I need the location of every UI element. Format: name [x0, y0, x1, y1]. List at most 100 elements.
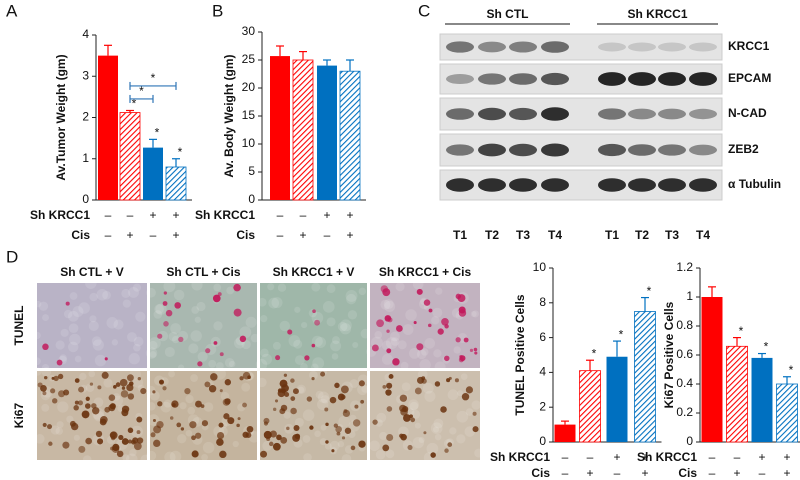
error-bar: [126, 109, 134, 113]
blot-row-label: EPCAM: [728, 71, 771, 85]
lane-label: T2: [635, 228, 649, 242]
error-bar: [733, 337, 741, 347]
blot-band: [446, 108, 474, 120]
y-tick-label: 15: [242, 108, 256, 122]
condition-value: +: [172, 228, 179, 242]
bar: [339, 70, 361, 201]
condition-name: Sh KRCC1: [490, 450, 550, 464]
blot-band: [509, 178, 537, 192]
error-bar: [323, 59, 331, 66]
blot-band: [689, 178, 717, 192]
condition-value: –: [759, 466, 766, 480]
blot-band: [509, 41, 537, 53]
panel-letter: C: [418, 1, 430, 20]
blot-band: [658, 42, 686, 52]
condition-name: Cis: [678, 466, 697, 480]
blot-band: [598, 178, 626, 192]
significance-star: *: [132, 97, 137, 111]
bracket-star: *: [151, 71, 156, 85]
panel-letter: B: [212, 1, 223, 20]
micrograph: [369, 369, 484, 464]
y-axis-label: Av.Tumor Weight (gm): [54, 54, 68, 180]
lane-label: T4: [548, 228, 562, 242]
error-bar: [758, 352, 766, 358]
condition-value: –: [127, 208, 134, 222]
condition-value: –: [300, 208, 307, 222]
bar: [751, 357, 773, 442]
blot-band: [598, 108, 626, 120]
error-bar: [104, 44, 112, 56]
y-tick-label: 5: [248, 164, 255, 178]
blot-band: [478, 73, 506, 85]
blot-band: [478, 107, 506, 121]
y-tick-label: 2: [82, 110, 89, 124]
y-tick-label: 0.2: [676, 405, 693, 419]
error-bar: [172, 158, 180, 167]
significance-star: *: [592, 346, 597, 360]
significance-star: *: [619, 327, 624, 341]
micrograph: [33, 367, 151, 466]
bracket-star: *: [139, 84, 144, 98]
blot-band: [658, 72, 686, 86]
error-bar: [783, 376, 791, 384]
group-label: Sh CTL: [487, 7, 529, 21]
blot-band: [689, 72, 717, 86]
y-tick-label: 10: [242, 136, 256, 150]
blot-band: [478, 178, 506, 192]
blot-row-label: KRCC1: [728, 39, 770, 53]
significance-star: *: [789, 363, 794, 377]
micrograph: [255, 282, 371, 372]
lane-label: T3: [516, 228, 530, 242]
error-bar: [276, 45, 284, 57]
blot-band: [598, 42, 626, 52]
group-label: Sh KRCC1: [627, 7, 687, 21]
significance-star: *: [155, 126, 160, 140]
micrograph-column-title: Sh CTL + V: [60, 265, 123, 279]
micrograph-row-label: TUNEL: [12, 306, 26, 346]
panel-letter: A: [6, 1, 18, 20]
y-tick-label: 0.6: [676, 347, 693, 361]
blot-band: [658, 144, 686, 156]
condition-value: +: [733, 466, 740, 480]
bar: [317, 65, 337, 200]
y-tick-label: 4: [539, 365, 546, 379]
y-tick-label: 2: [539, 399, 546, 413]
condition-name: Sh KRCC1: [195, 208, 255, 222]
blot-band: [478, 41, 506, 53]
bar: [606, 356, 628, 442]
micrograph: [145, 279, 260, 371]
condition-value: +: [346, 208, 353, 222]
blot-band: [541, 107, 569, 121]
y-tick-label: 30: [242, 24, 256, 38]
blot-band: [509, 143, 537, 157]
condition-value: –: [734, 450, 741, 464]
y-tick-label: 0.4: [676, 376, 693, 390]
condition-value: –: [105, 208, 112, 222]
condition-name: Sh KRCC1: [30, 208, 90, 222]
western-blot: KRCC1 EPCAM N-CAD ZEB2 α Tubulin Sh CTL T1 T2 T3…: [439, 7, 781, 242]
y-tick-label: 8: [539, 295, 546, 309]
micrograph: [33, 277, 147, 372]
micrograph-row-label: Ki67: [12, 403, 26, 429]
error-bar: [561, 420, 569, 425]
y-axis-label: Av. Body Weight (gm): [222, 54, 236, 177]
condition-name: Sh KRCC1: [637, 450, 697, 464]
blot-band: [689, 144, 717, 156]
bar: [579, 370, 601, 443]
condition-value: +: [758, 450, 765, 464]
y-tick-label: 0: [539, 434, 546, 448]
bar: [292, 59, 314, 201]
condition-value: +: [323, 208, 330, 222]
condition-value: –: [105, 228, 112, 242]
blot-row-label: N-CAD: [728, 106, 767, 120]
blot-band: [541, 178, 569, 192]
blot-band: [658, 178, 686, 192]
y-tick-label: 1.2: [676, 260, 693, 274]
panel-letter: D: [6, 247, 18, 266]
condition-value: +: [641, 466, 648, 480]
micrographs: Sh CTL + V Sh CTL + Cis Sh KRCC1 + V Sh KRC…: [12, 265, 484, 466]
significance-star: *: [178, 145, 183, 159]
condition-name: Cis: [236, 228, 255, 242]
bar: [701, 297, 723, 442]
blot-band: [541, 72, 569, 86]
